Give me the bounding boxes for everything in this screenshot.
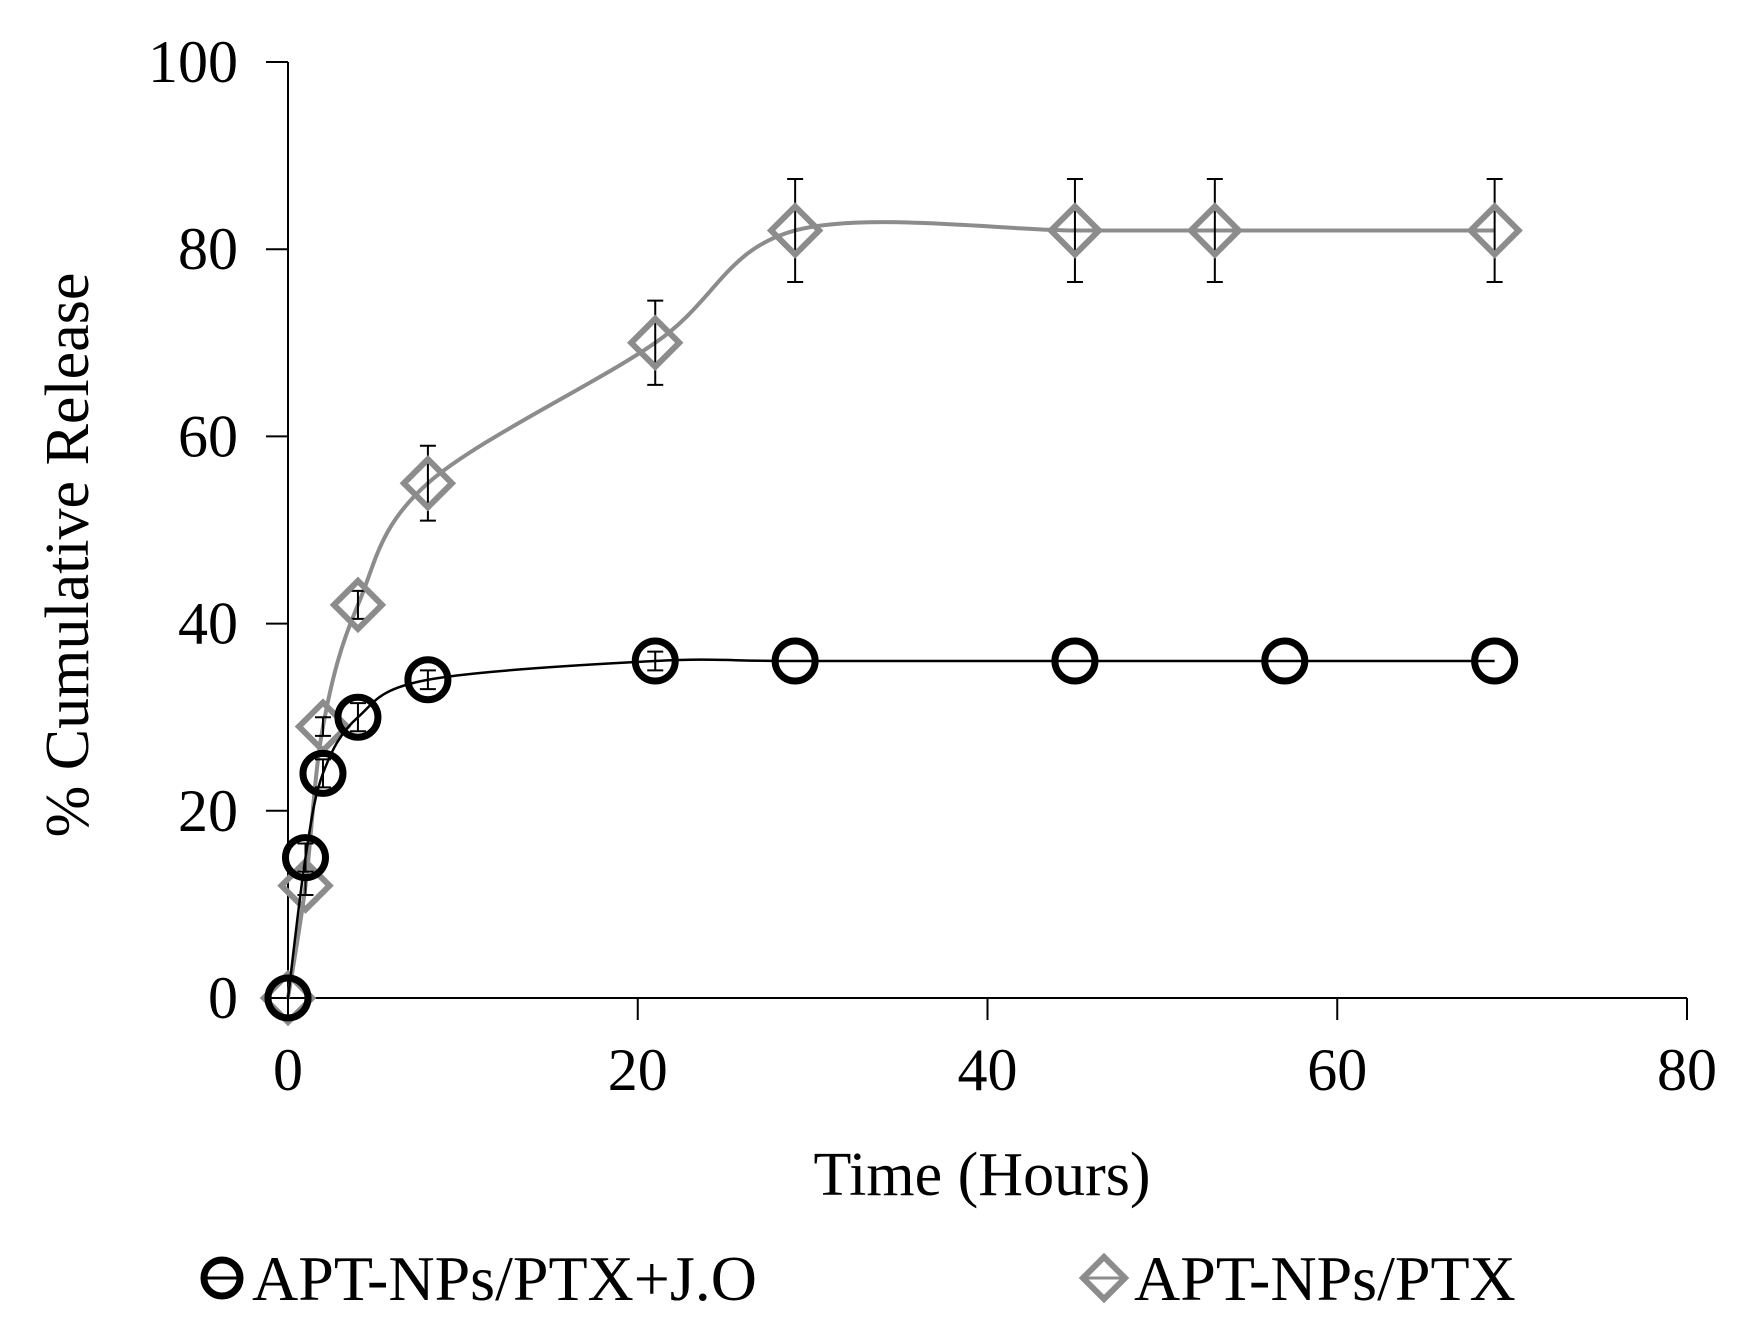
y-axis-title: % Cumulative Release [34, 273, 102, 838]
data-point [771, 637, 819, 685]
data-point [1186, 202, 1244, 259]
y-tick-label: 0 [208, 965, 238, 1031]
data-point [281, 834, 329, 882]
data-point [299, 749, 347, 797]
data-point [766, 202, 824, 259]
axes [287, 62, 1687, 999]
data-point [1051, 637, 1099, 685]
data-point [277, 857, 334, 914]
series-layer [259, 178, 1523, 1027]
data-point [334, 693, 382, 741]
data-point [631, 637, 679, 685]
y-tick-label: 40 [178, 591, 238, 657]
data-point [1046, 202, 1104, 259]
x-tick-label: 20 [608, 1037, 668, 1103]
x-tick-label: 80 [1657, 1037, 1717, 1103]
data-point [1466, 202, 1523, 259]
data-point [329, 576, 387, 634]
legend-marker [1078, 1252, 1130, 1304]
legend-label: APT-NPs/PTX+J.O [252, 1243, 757, 1314]
x-tick-label: 60 [1307, 1037, 1367, 1103]
x-axis-title: Time (Hours) [813, 1141, 1150, 1209]
data-point [626, 314, 684, 372]
y-tick-label: 80 [178, 216, 238, 282]
data-point [264, 974, 312, 1022]
x-tick-label: 40 [958, 1037, 1018, 1103]
ticks: 0 20 40 60 80 100 0 20 40 60 80 [148, 29, 1717, 1103]
series-line [286, 658, 1495, 999]
y-tick-label: 60 [178, 403, 238, 469]
legend: APT-NPs/PTX+J.O APT-NPs/PTX [200, 1243, 1516, 1314]
legend-label: APT-NPs/PTX [1134, 1243, 1516, 1314]
y-tick-label: 100 [148, 29, 238, 95]
y-tick-label: 20 [178, 778, 238, 844]
data-point [1471, 637, 1519, 685]
x-tick-label: 0 [273, 1037, 303, 1103]
data-point [399, 454, 457, 512]
data-point [1261, 637, 1309, 685]
data-point [404, 656, 452, 704]
series-line [286, 220, 1495, 999]
